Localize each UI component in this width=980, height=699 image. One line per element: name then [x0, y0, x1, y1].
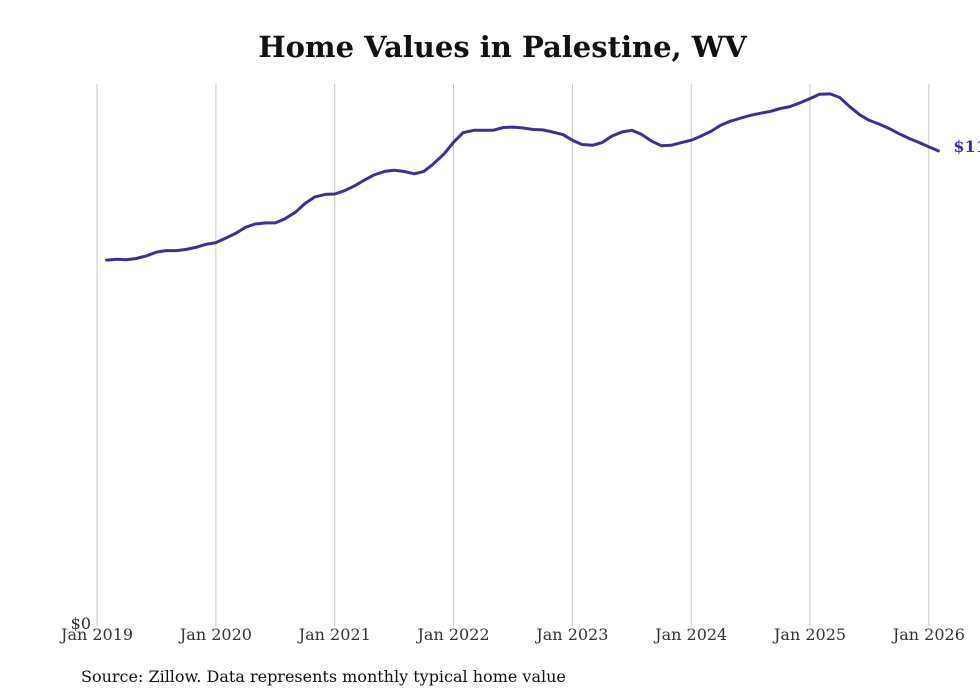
x-tick-label: Jan 2021	[297, 625, 371, 644]
x-tick-label: Jan 2024	[653, 625, 727, 644]
x-tick-label: Jan 2025	[772, 625, 846, 644]
x-tick-label: Jan 2019	[59, 625, 133, 644]
x-tick-label: Jan 2020	[178, 625, 252, 644]
tick-labels: Jan 2019 Jan 2020 Jan 2021 Jan 2022 Jan 2023…	[59, 137, 980, 644]
vertical-gridlines	[96, 84, 930, 626]
series-line	[105, 92, 940, 262]
x-tick-label: Jan 2026	[891, 625, 965, 644]
series-layer	[105, 92, 940, 262]
chart-title: Home Values in Palestine, WV	[258, 30, 747, 64]
x-tick-label: Jan 2023	[534, 625, 608, 644]
end-value-label: $112,112	[953, 137, 980, 156]
y-tick-label: $0	[71, 614, 91, 633]
source-note: Source: Zillow. Data represents monthly …	[81, 667, 566, 686]
x-tick-label: Jan 2022	[416, 625, 490, 644]
